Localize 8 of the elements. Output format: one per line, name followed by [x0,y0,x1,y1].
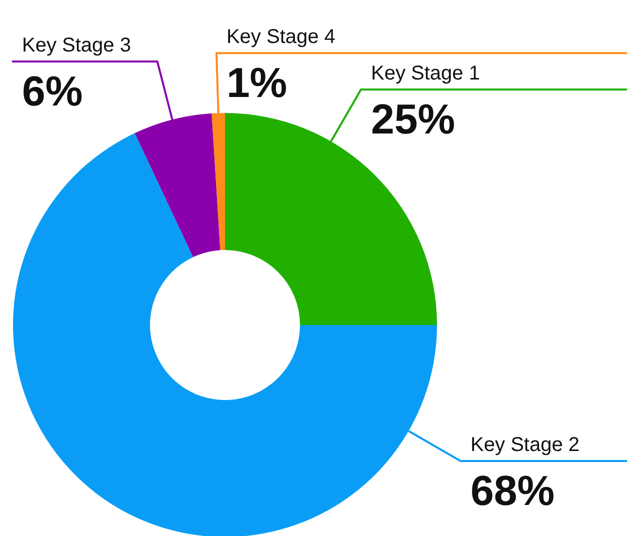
data-label: 25% [371,95,456,142]
slice-label: Key Stage 4 [226,26,336,48]
data-label: 6% [22,68,83,115]
data-label: 68% [470,467,555,514]
slice-label: Key Stage 2 [470,434,580,456]
slice-label: Key Stage 3 [22,34,131,57]
slice-label: Key Stage 1 [371,62,480,84]
data-label: 1% [226,59,288,106]
